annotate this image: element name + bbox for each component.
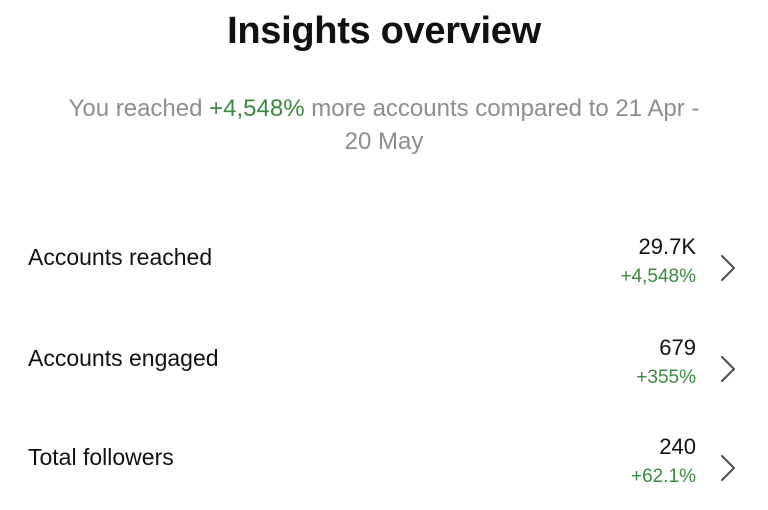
metric-change: +4,548% xyxy=(620,266,696,287)
summary-highlight: +4,548% xyxy=(209,95,305,122)
metric-change: +355% xyxy=(636,367,696,388)
page-title: Insights overview xyxy=(227,10,541,52)
metric-row[interactable]: Accounts reached 29.7K +4,548% xyxy=(0,230,768,310)
metric-value: 679 xyxy=(659,335,696,360)
chevron xyxy=(720,254,736,282)
metric-label: Accounts engaged xyxy=(28,345,219,371)
metric-value: 240 xyxy=(659,434,696,459)
summary-text: You reached xyxy=(68,95,210,122)
metric-label: Total followers xyxy=(28,444,174,470)
metric-row[interactable]: Total followers 240 +62.1% xyxy=(0,430,768,510)
summary-text: more accounts compared to 21 Apr - 20 Ma… xyxy=(304,95,700,155)
metric-value: 29.7K xyxy=(638,234,697,259)
chevron xyxy=(720,454,736,482)
metric-row[interactable]: Accounts engaged 679 +355% xyxy=(0,331,768,411)
chevron xyxy=(720,355,736,383)
metric-change: +62.1% xyxy=(631,466,696,487)
summary: You reached +4,548% more accounts compar… xyxy=(54,92,714,158)
metric-label: Accounts reached xyxy=(28,244,213,270)
